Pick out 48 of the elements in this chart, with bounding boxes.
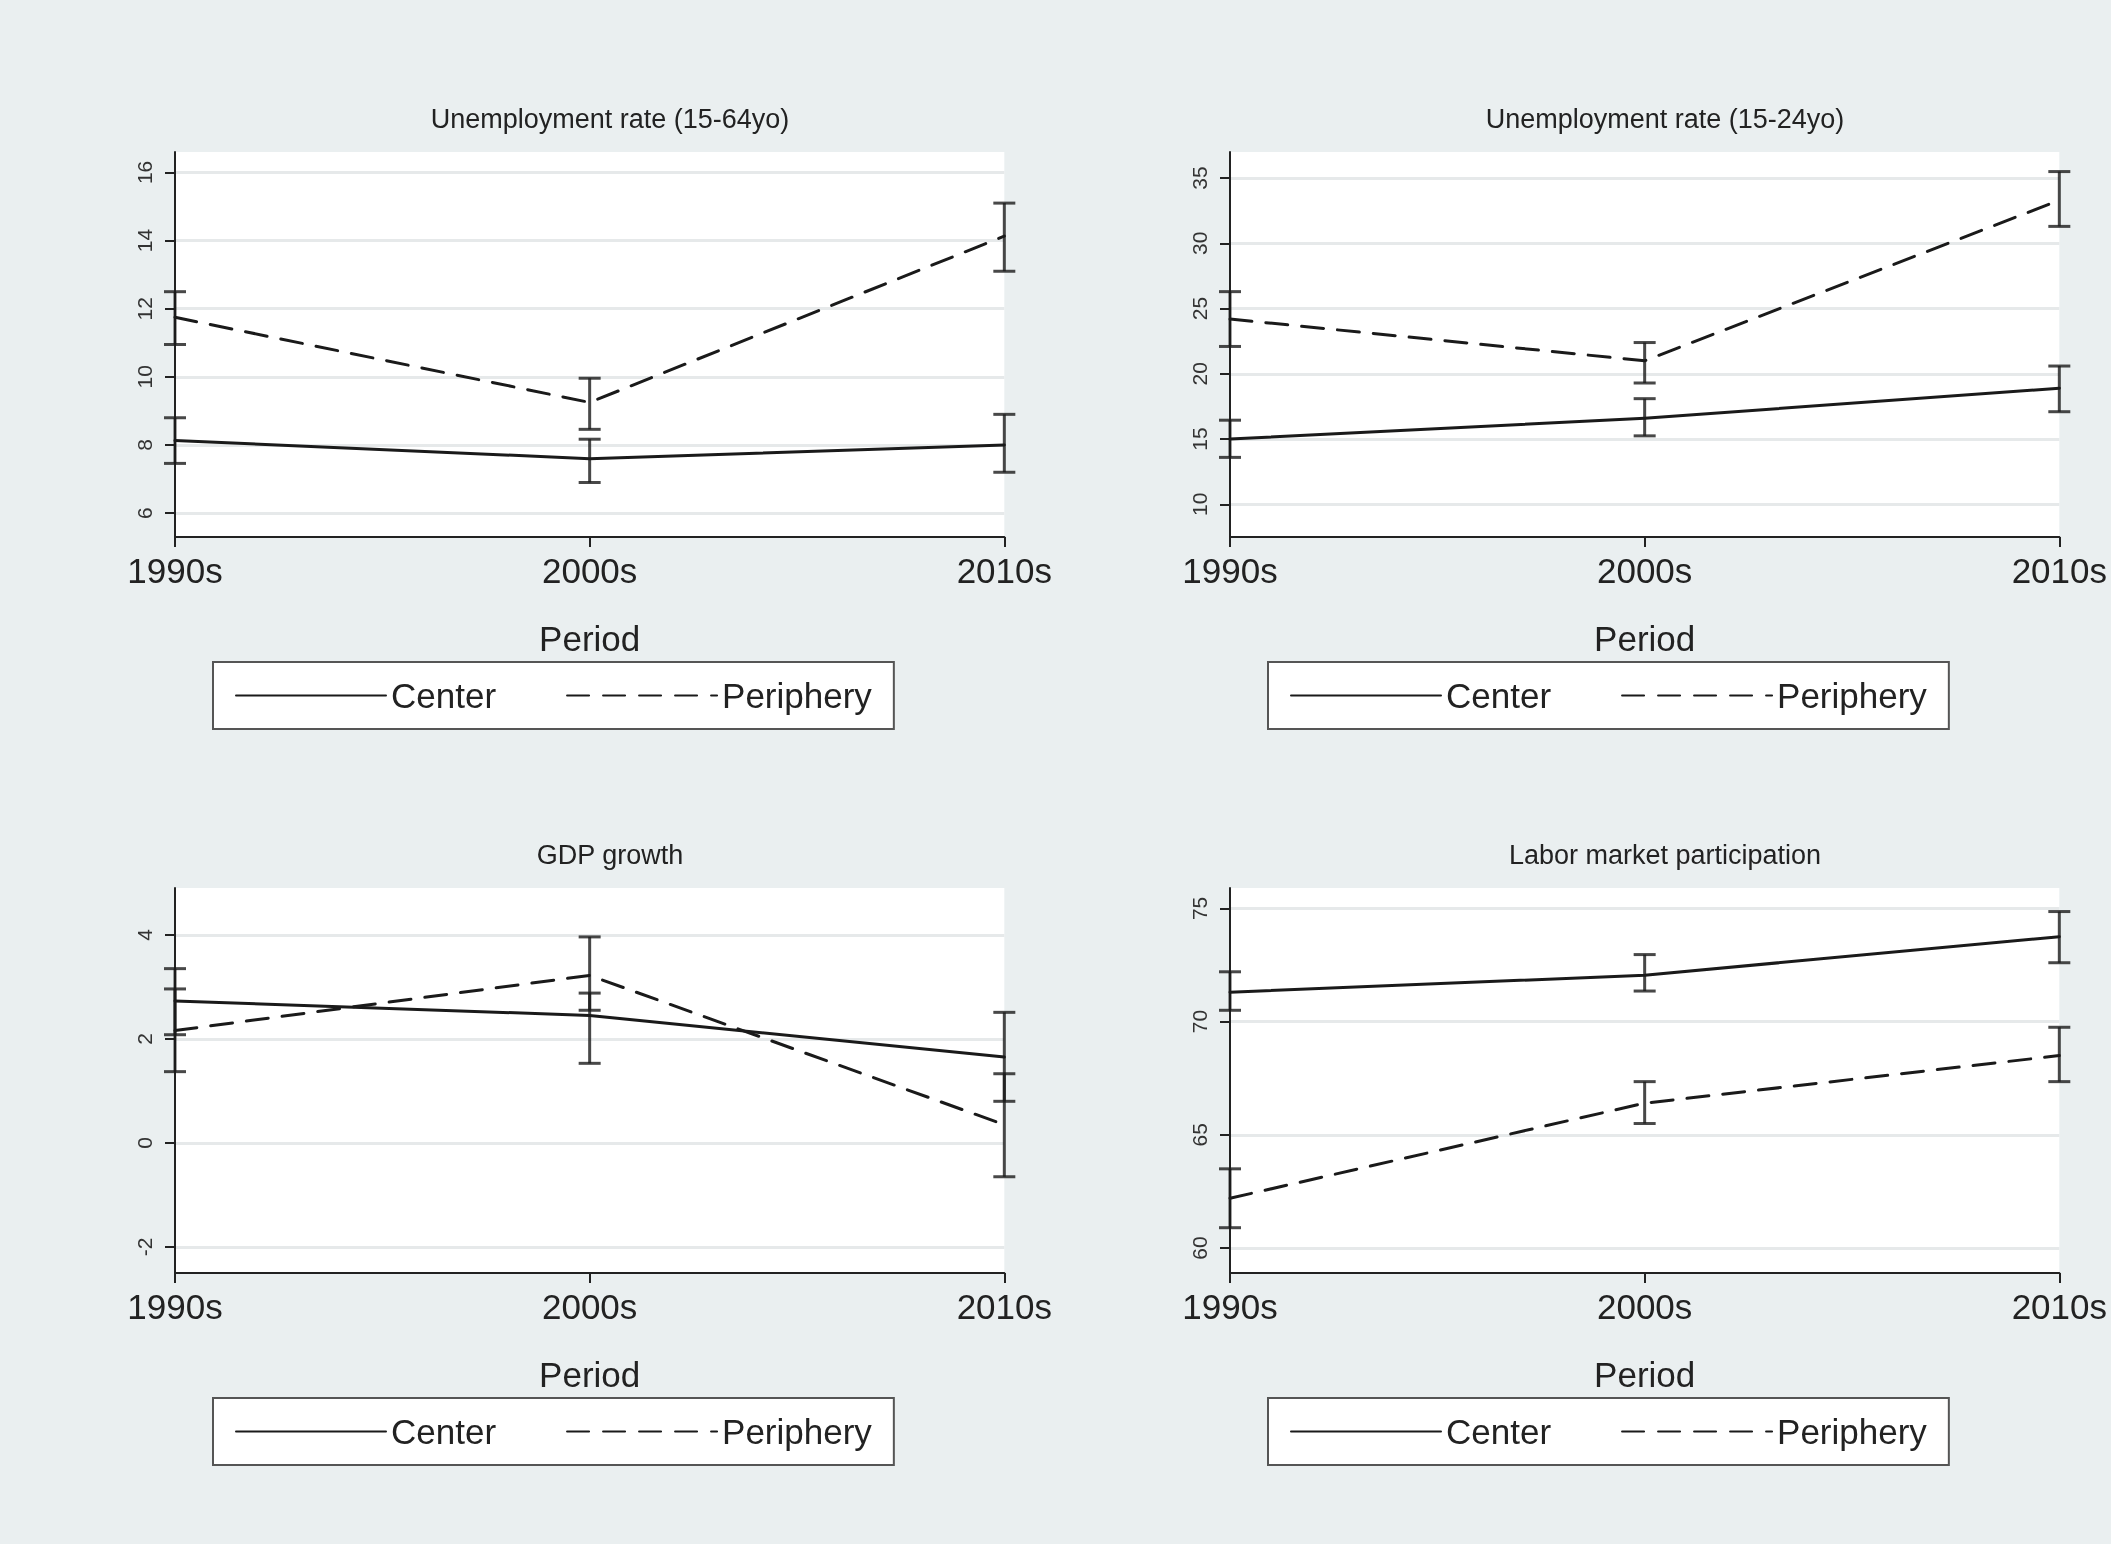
legend-label: Center xyxy=(1446,1412,1552,1451)
y-tick-label: 35 xyxy=(1188,166,1211,190)
y-tick-label: 70 xyxy=(1188,1009,1211,1034)
chart-title: Unemployment rate (15-64yo) xyxy=(430,103,790,134)
y-tick-label: -2 xyxy=(133,1237,156,1257)
y-tick-label: 10 xyxy=(1188,492,1211,517)
y-tick-label: 16 xyxy=(133,160,156,185)
y-tick-label: 12 xyxy=(133,297,156,321)
x-tick-label: 2000s xyxy=(541,1287,638,1326)
x-tick-label: 1990s xyxy=(127,551,223,590)
legend-label: Periphery xyxy=(722,1412,873,1451)
y-tick-label: 20 xyxy=(1188,362,1211,386)
chart-title: Labor market participation xyxy=(1508,839,1822,870)
legend-label: Periphery xyxy=(722,676,873,715)
y-tick-label: 0 xyxy=(133,1137,156,1149)
x-tick-label: 1990s xyxy=(1182,1287,1278,1326)
x-tick-label: 2010s xyxy=(2011,551,2108,590)
y-tick-label: 8 xyxy=(133,439,156,451)
y-tick-label: 2 xyxy=(133,1033,156,1045)
x-tick-label: 2000s xyxy=(1596,551,1693,590)
legend-label: Center xyxy=(1446,676,1552,715)
x-axis-title: Period xyxy=(1594,1355,1696,1394)
x-axis-title: Period xyxy=(1594,619,1696,658)
x-axis-title: Period xyxy=(539,619,641,658)
legend-label: Center xyxy=(391,676,497,715)
y-tick-label: 75 xyxy=(1188,896,1211,921)
y-tick-label: 10 xyxy=(133,365,156,389)
x-tick-label: 2000s xyxy=(541,551,638,590)
x-tick-label: 1990s xyxy=(1182,551,1278,590)
y-tick-label: 6 xyxy=(133,507,156,519)
y-tick-label: 15 xyxy=(1188,427,1211,451)
chart-title: GDP growth xyxy=(536,839,684,870)
y-tick-label: 30 xyxy=(1188,231,1211,256)
legend-label: Periphery xyxy=(1777,1412,1928,1451)
x-tick-label: 1990s xyxy=(127,1287,223,1326)
x-tick-label: 2010s xyxy=(956,1287,1053,1326)
y-tick-label: 65 xyxy=(1188,1123,1211,1147)
y-tick-label: 25 xyxy=(1188,296,1211,321)
legend-label: Periphery xyxy=(1777,676,1928,715)
x-axis-title: Period xyxy=(539,1355,641,1394)
legend-label: Center xyxy=(391,1412,497,1451)
chart-title: Unemployment rate (15-24yo) xyxy=(1485,103,1845,134)
y-tick-label: 60 xyxy=(1188,1236,1211,1260)
x-tick-label: 2010s xyxy=(2011,1287,2108,1326)
x-tick-label: 2010s xyxy=(956,551,1053,590)
y-tick-label: 4 xyxy=(133,928,156,941)
x-tick-label: 2000s xyxy=(1596,1287,1693,1326)
y-tick-label: 14 xyxy=(133,228,156,253)
